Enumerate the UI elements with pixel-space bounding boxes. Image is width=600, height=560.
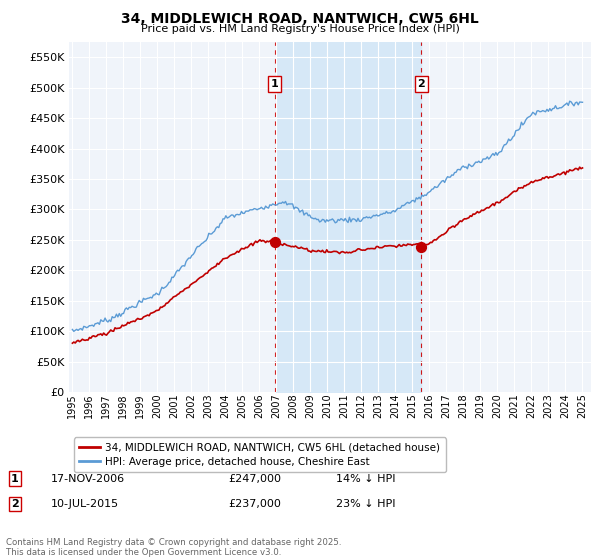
Text: £247,000: £247,000 — [228, 474, 281, 484]
Text: Price paid vs. HM Land Registry's House Price Index (HPI): Price paid vs. HM Land Registry's House … — [140, 24, 460, 34]
Point — [416, 243, 426, 252]
Text: 1: 1 — [271, 79, 278, 89]
Text: 2: 2 — [11, 499, 19, 509]
Text: 10-JUL-2015: 10-JUL-2015 — [51, 499, 119, 509]
Text: 14% ↓ HPI: 14% ↓ HPI — [336, 474, 395, 484]
Text: £237,000: £237,000 — [228, 499, 281, 509]
Text: 17-NOV-2006: 17-NOV-2006 — [51, 474, 125, 484]
Text: 23% ↓ HPI: 23% ↓ HPI — [336, 499, 395, 509]
Text: 1: 1 — [11, 474, 19, 484]
Point — [270, 237, 280, 246]
Legend: 34, MIDDLEWICH ROAD, NANTWICH, CW5 6HL (detached house), HPI: Average price, det: 34, MIDDLEWICH ROAD, NANTWICH, CW5 6HL (… — [74, 437, 446, 472]
Text: Contains HM Land Registry data © Crown copyright and database right 2025.
This d: Contains HM Land Registry data © Crown c… — [6, 538, 341, 557]
Text: 2: 2 — [418, 79, 425, 89]
Text: 34, MIDDLEWICH ROAD, NANTWICH, CW5 6HL: 34, MIDDLEWICH ROAD, NANTWICH, CW5 6HL — [121, 12, 479, 26]
